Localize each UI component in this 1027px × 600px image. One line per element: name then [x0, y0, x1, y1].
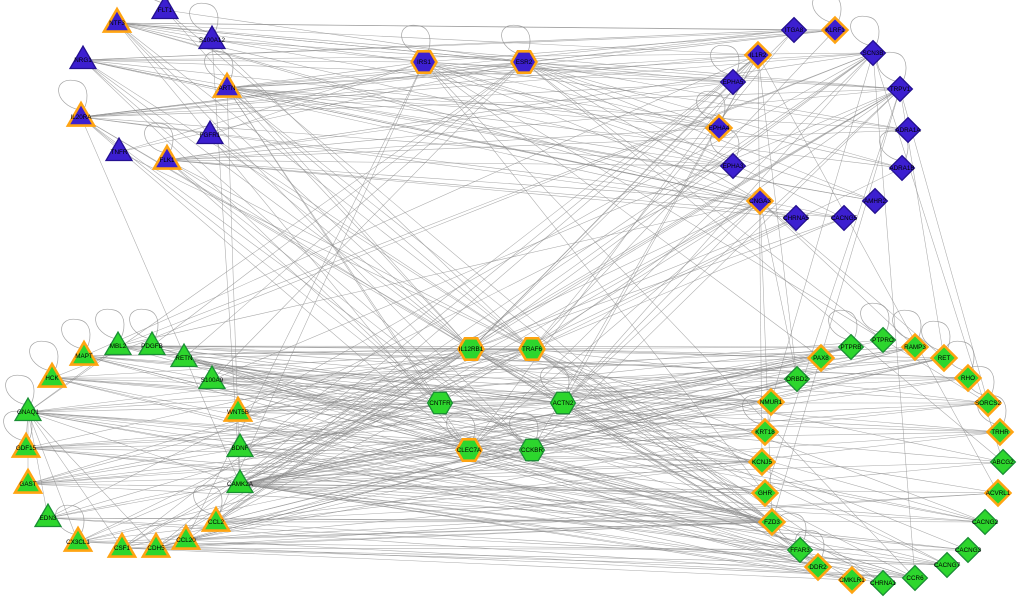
svg-text:CACNG3: CACNG3	[955, 547, 982, 554]
svg-text:ITGA8: ITGA8	[785, 27, 804, 34]
svg-text:BDNF: BDNF	[231, 445, 248, 452]
svg-text:CHRNA5: CHRNA5	[783, 215, 809, 222]
svg-text:CSF1: CSF1	[114, 545, 131, 552]
svg-text:IL12RB1: IL12RB1	[459, 346, 484, 353]
svg-text:FFAR3: FFAR3	[790, 547, 810, 554]
svg-text:IL20RA: IL20RA	[70, 114, 92, 121]
svg-text:AMHR2: AMHR2	[864, 198, 887, 205]
svg-text:CACNG2: CACNG2	[972, 519, 999, 526]
svg-text:PAX8: PAX8	[813, 355, 829, 362]
svg-text:ARTN: ARTN	[218, 85, 235, 92]
svg-text:NTF3: NTF3	[109, 20, 125, 27]
svg-text:GDF15: GDF15	[16, 445, 37, 452]
svg-text:IL1R2: IL1R2	[750, 52, 767, 59]
svg-text:MBL2: MBL2	[110, 343, 127, 350]
svg-text:CDH5: CDH5	[147, 545, 165, 552]
svg-text:ACTN2: ACTN2	[553, 400, 574, 407]
svg-text:MAPT: MAPT	[75, 353, 93, 360]
svg-text:KRT18: KRT18	[755, 429, 775, 436]
svg-text:CACNG5: CACNG5	[831, 215, 858, 222]
svg-text:ADRA1B: ADRA1B	[889, 165, 914, 172]
svg-text:TRPV1: TRPV1	[890, 86, 911, 93]
svg-text:PDGFB: PDGFB	[141, 343, 163, 350]
svg-text:ACVRL1: ACVRL1	[986, 490, 1011, 497]
svg-text:CCKBR: CCKBR	[521, 447, 543, 454]
svg-text:FLK1: FLK1	[159, 157, 175, 164]
svg-text:NMUR1: NMUR1	[760, 399, 783, 406]
svg-text:S100A12: S100A12	[199, 37, 225, 44]
svg-text:TRHR: TRHR	[991, 429, 1009, 436]
svg-text:CNTFR: CNTFR	[429, 400, 451, 407]
svg-text:RET: RET	[938, 355, 951, 362]
svg-text:ORBD2: ORBD2	[786, 376, 808, 383]
svg-text:EDN3: EDN3	[40, 515, 57, 522]
svg-text:WNT5B: WNT5B	[227, 409, 249, 416]
svg-text:PTPRB: PTPRB	[841, 344, 862, 351]
svg-text:CLEC7A: CLEC7A	[457, 447, 482, 454]
svg-text:CAMK2A: CAMK2A	[227, 481, 254, 488]
svg-text:GNAQ1: GNAQ1	[17, 409, 40, 416]
svg-text:NRG1: NRG1	[74, 57, 92, 64]
svg-text:SCN3B: SCN3B	[863, 50, 884, 57]
svg-text:KCNJ5: KCNJ5	[752, 459, 772, 466]
svg-text:PTPRO: PTPRO	[872, 337, 894, 344]
svg-text:CHRNA1: CHRNA1	[870, 580, 896, 587]
svg-text:CACNG7: CACNG7	[934, 562, 961, 569]
svg-text:FZD3: FZD3	[764, 519, 780, 526]
svg-text:TNFR: TNFR	[111, 149, 128, 156]
svg-text:CCL20: CCL20	[176, 537, 196, 544]
svg-text:CCL2: CCL2	[208, 519, 225, 526]
svg-text:EPHA4: EPHA4	[709, 125, 730, 132]
svg-text:S100A9: S100A9	[201, 377, 224, 384]
svg-text:ESR2: ESR2	[516, 59, 533, 66]
svg-text:KLRF1: KLRF1	[825, 27, 845, 34]
svg-text:ADRA1A: ADRA1A	[895, 127, 921, 134]
svg-text:RHO: RHO	[961, 375, 975, 382]
svg-text:CMKLR1: CMKLR1	[839, 577, 865, 584]
svg-text:ABCG2: ABCG2	[992, 459, 1014, 466]
svg-text:RAMP3: RAMP3	[904, 344, 926, 351]
svg-text:RETN: RETN	[175, 355, 193, 362]
svg-text:CNGA3: CNGA3	[749, 198, 771, 205]
svg-text:GAST: GAST	[19, 481, 36, 488]
svg-text:TRAF6: TRAF6	[522, 346, 542, 353]
svg-text:SORCS2: SORCS2	[975, 400, 1001, 407]
svg-text:HCK: HCK	[45, 375, 59, 382]
svg-text:DDR2: DDR2	[809, 564, 827, 571]
svg-text:IRS1: IRS1	[417, 59, 431, 66]
svg-text:CCR6: CCR6	[906, 575, 924, 582]
svg-text:FLT1: FLT1	[158, 7, 173, 14]
svg-text:CX3CL1: CX3CL1	[66, 539, 90, 546]
svg-text:EPHA3: EPHA3	[723, 163, 744, 170]
svg-text:GHR: GHR	[758, 490, 772, 497]
svg-text:EPHA5: EPHA5	[723, 79, 744, 86]
svg-text:FGFR1: FGFR1	[200, 132, 221, 139]
